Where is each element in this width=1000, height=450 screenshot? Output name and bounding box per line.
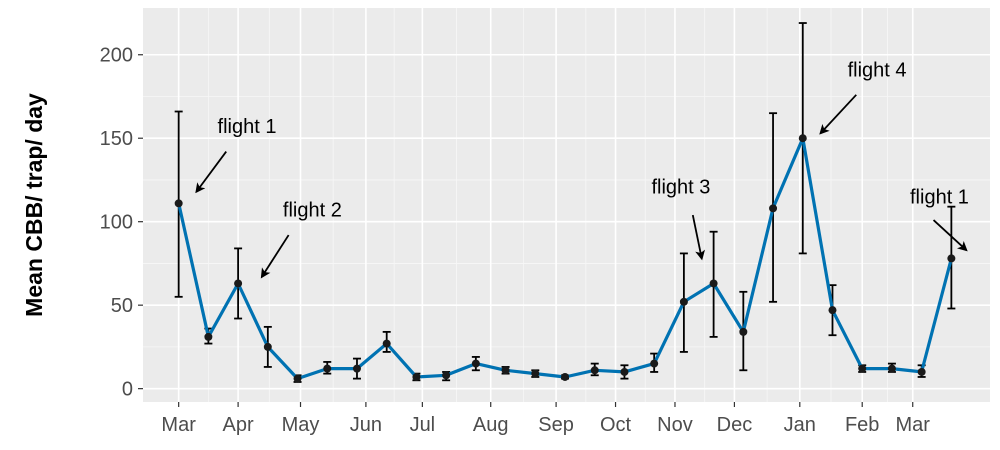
x-tick-label: Apr	[223, 414, 254, 436]
x-tick-label: Jul	[410, 414, 436, 436]
annotation-label: flight 4	[848, 59, 907, 81]
data-point	[412, 372, 421, 381]
annotation-label: flight 3	[651, 176, 710, 198]
data-point	[263, 342, 272, 351]
data-point	[204, 332, 213, 341]
data-point	[293, 374, 302, 383]
y-tick-label: 150	[100, 128, 133, 150]
data-point	[501, 366, 510, 375]
data-point	[947, 254, 956, 263]
data-point	[531, 369, 540, 378]
data-point	[323, 364, 332, 373]
y-axis-ticks: 0 50 100 150 200	[100, 45, 143, 401]
x-tick-label: Feb	[845, 414, 879, 436]
data-point	[650, 359, 659, 368]
x-tick-label: Dec	[717, 414, 753, 436]
x-axis-ticks: Mar Apr May Jun Jul Aug Sep Oct Nov Dec Jan Feb Mar	[161, 402, 930, 436]
data-point	[828, 306, 837, 315]
x-tick-label: Sep	[538, 414, 574, 436]
x-tick-label: Mar	[161, 414, 196, 436]
x-tick-label: Nov	[657, 414, 693, 436]
annotation-label: flight 2	[283, 200, 342, 222]
annotation-arrow	[195, 151, 227, 194]
data-point	[352, 364, 361, 373]
y-tick-label: 0	[122, 379, 133, 401]
minor-gridlines	[143, 8, 990, 402]
data-point	[679, 297, 688, 306]
annotation-arrow	[932, 219, 968, 252]
data-point	[858, 364, 867, 373]
annotation-arrow	[819, 94, 857, 135]
data-point	[917, 367, 926, 376]
x-tick-label: Mar	[896, 414, 931, 436]
data-point	[887, 364, 896, 373]
x-tick-label: Jan	[784, 414, 816, 436]
y-tick-label: 50	[111, 295, 133, 317]
data-point	[382, 339, 391, 348]
data-point	[739, 327, 748, 336]
data-point	[174, 199, 183, 208]
data-point	[471, 359, 480, 368]
x-tick-label: Oct	[600, 414, 632, 436]
annotation-label: flight 1	[910, 186, 969, 208]
data-point	[561, 372, 570, 381]
x-tick-label: Aug	[473, 414, 509, 436]
data-point	[709, 279, 718, 288]
data-point	[620, 367, 629, 376]
y-axis-title: Mean CBB/ trap/ day	[21, 93, 47, 317]
data-point	[590, 366, 599, 375]
flight-annotations: flight 1 flight 2 flight 3 flight 4 flight 1	[195, 59, 969, 279]
y-tick-label: 200	[100, 45, 133, 67]
data-point	[769, 204, 778, 213]
annotation-arrow	[691, 214, 706, 261]
x-tick-label: May	[282, 414, 320, 436]
plot-panel	[143, 8, 990, 402]
annotation-arrow	[260, 234, 290, 279]
data-points	[174, 134, 956, 383]
x-tick-label: Jun	[350, 414, 382, 436]
data-point	[442, 371, 451, 380]
annotation-label: flight 1	[218, 116, 277, 138]
y-tick-label: 100	[100, 212, 133, 234]
data-point	[234, 279, 243, 288]
data-point	[798, 134, 807, 143]
